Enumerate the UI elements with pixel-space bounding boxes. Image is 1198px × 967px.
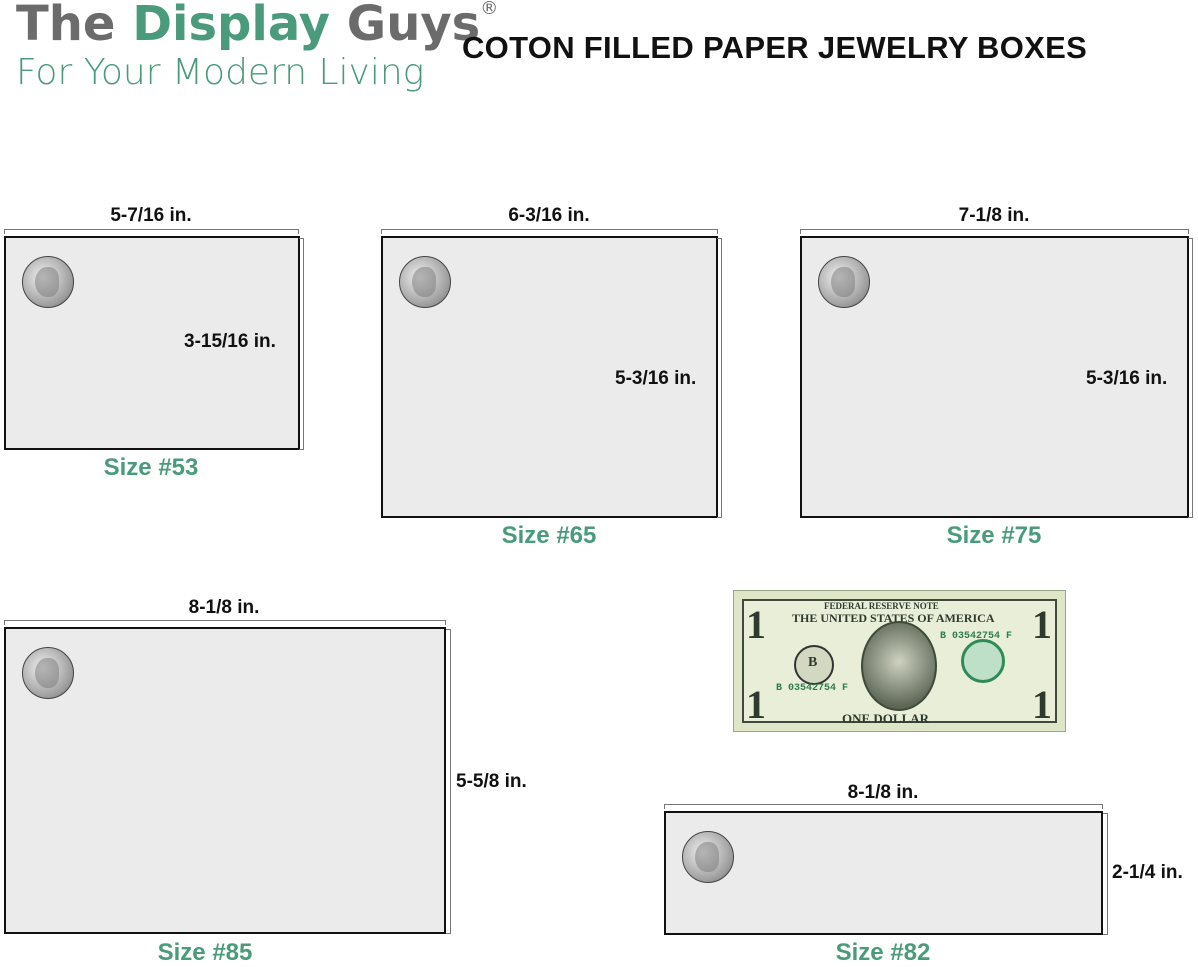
bill-numeral: 1 xyxy=(1032,602,1052,647)
size-label: Size #75 xyxy=(946,522,1042,549)
quarter-coin-icon xyxy=(22,647,74,699)
bill-numeral: 1 xyxy=(746,682,766,727)
brand-logo: The Display Guys® xyxy=(16,0,498,52)
height-label: 2-1/4 in. xyxy=(1112,862,1183,883)
logo-word: Display xyxy=(132,0,331,52)
dollar-bill-image: 1 1 1 1 FEDERAL RESERVE NOTE THE UNITED … xyxy=(733,590,1066,732)
bill-numeral: 1 xyxy=(1032,682,1052,727)
height-dimension-line xyxy=(446,629,451,934)
width-dimension-line xyxy=(381,229,718,234)
logo-tagline: For Your Modern Living xyxy=(16,52,425,93)
bill-serial: B 03542754 F xyxy=(776,683,849,694)
bill-letter: B xyxy=(808,655,818,670)
box-size-82 xyxy=(664,811,1103,935)
size-label: Size #82 xyxy=(835,939,931,966)
size-label: Size #65 xyxy=(501,522,597,549)
height-label: 3-15/16 in. xyxy=(184,331,276,352)
width-dimension-line xyxy=(800,229,1189,234)
height-dimension-line xyxy=(1103,813,1108,935)
box-size-75 xyxy=(800,236,1189,518)
logo-word: Guys xyxy=(346,0,481,52)
box-size-85 xyxy=(4,627,446,934)
box-size-65 xyxy=(381,236,718,518)
width-label: 8-1/8 in. xyxy=(188,597,260,618)
logo-word: The xyxy=(16,0,116,52)
bill-denomination: ONE DOLLAR xyxy=(842,711,930,726)
height-dimension-line xyxy=(717,238,722,518)
width-label: 6-3/16 in. xyxy=(508,205,590,226)
width-dimension-line xyxy=(4,229,299,234)
height-dimension-line xyxy=(299,238,304,450)
page-title: COTON FILLED PAPER JEWELRY BOXES xyxy=(462,30,1088,65)
quarter-coin-icon xyxy=(399,256,451,308)
bill-serial: B 03542754 F xyxy=(940,631,1013,642)
width-label: 8-1/8 in. xyxy=(847,782,919,803)
registered-mark: ® xyxy=(480,0,499,19)
bill-country: THE UNITED STATES OF AMERICA xyxy=(792,611,995,625)
bill-numeral: 1 xyxy=(746,602,766,647)
height-dimension-line xyxy=(1188,238,1193,518)
size-label: Size #53 xyxy=(103,454,199,481)
treasury-seal-icon xyxy=(961,639,1005,683)
width-label: 7-1/8 in. xyxy=(958,205,1030,226)
width-dimension-line xyxy=(664,804,1103,809)
bill-header: FEDERAL RESERVE NOTE xyxy=(824,601,939,611)
width-label: 5-7/16 in. xyxy=(110,205,192,226)
bill-seal-icon xyxy=(794,645,834,685)
quarter-coin-icon xyxy=(22,256,74,308)
height-label: 5-3/16 in. xyxy=(1086,368,1168,389)
height-label: 5-5/8 in. xyxy=(456,771,527,792)
width-dimension-line xyxy=(4,620,446,625)
quarter-coin-icon xyxy=(818,256,870,308)
box-size-53 xyxy=(4,236,300,450)
height-label: 5-3/16 in. xyxy=(615,368,697,389)
bill-portrait xyxy=(861,621,937,711)
size-label: Size #85 xyxy=(157,939,253,966)
quarter-coin-icon xyxy=(682,831,734,883)
